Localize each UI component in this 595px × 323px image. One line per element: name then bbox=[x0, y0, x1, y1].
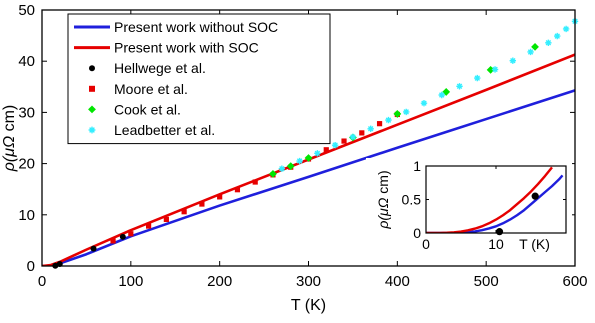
main-plot-frame bbox=[41, 9, 576, 267]
main-y-tick-label: 20 bbox=[18, 156, 35, 173]
inset-data-point-circle bbox=[495, 228, 504, 236]
main-data-point-asterisk bbox=[474, 74, 481, 82]
inset-y-axis-title: ρ(μΩ cm) bbox=[375, 170, 391, 229]
main-x-tick-label: 400 bbox=[385, 273, 410, 290]
legend-swatch-cook-et-al bbox=[88, 105, 96, 114]
y-axis-title: ρ(μΩ cm) bbox=[1, 105, 18, 173]
main-data-point-diamond bbox=[393, 110, 402, 118]
main-data-point-asterisk bbox=[420, 99, 428, 107]
main-data-point-square bbox=[199, 201, 205, 207]
main-data-point-square bbox=[359, 130, 365, 136]
legend-label-cook-et-al: Cook et al. bbox=[114, 101, 181, 117]
main-series-points-hellwege-et-al bbox=[52, 233, 126, 269]
main-data-point-square bbox=[128, 231, 134, 237]
legend-box bbox=[67, 13, 331, 145]
inset-x-tick-label: 10 bbox=[488, 236, 504, 252]
inset-data-point-circle bbox=[531, 192, 539, 200]
legend-label-leadbetter-et-al: Leadbetter et al. bbox=[114, 122, 215, 138]
legend-label-moore-et-al: Moore et al. bbox=[114, 81, 188, 97]
inset-y-tick-label: 1 bbox=[413, 158, 421, 174]
main-data-point-square bbox=[217, 194, 223, 200]
legend-label-present-work-with-soc: Present work with SOC bbox=[114, 40, 259, 56]
main-data-point-diamond bbox=[304, 154, 313, 162]
main-data-point-asterisk bbox=[527, 48, 534, 56]
main-y-tick-label: 30 bbox=[18, 104, 35, 121]
main-data-point-diamond bbox=[486, 66, 495, 74]
main-series bbox=[42, 18, 579, 269]
main-data-point-circle bbox=[90, 245, 97, 252]
main-x-tick-label: 600 bbox=[562, 273, 587, 290]
main-data-point-square bbox=[181, 209, 187, 215]
main-data-point-square bbox=[376, 121, 383, 127]
legend-label-hellwege-et-al: Hellwege et al. bbox=[114, 60, 206, 76]
inset-series-line-e60000 bbox=[426, 166, 553, 233]
main-x-tick-label: 300 bbox=[296, 273, 321, 290]
legend-swatch-hellwege-et-al bbox=[89, 65, 95, 72]
inset-y-tick-label: 0.5 bbox=[402, 192, 422, 208]
main-x-tick-label: 100 bbox=[118, 273, 143, 290]
main-data-point-asterisk bbox=[349, 133, 357, 141]
main-data-point-square bbox=[341, 138, 347, 144]
main-y-tick-label: 40 bbox=[18, 53, 35, 70]
legend-label-present-work-without-soc: Present work without SOC bbox=[114, 19, 278, 35]
legend-swatch-leadbetter-et-al bbox=[88, 126, 96, 134]
legend-swatch-moore-et-al bbox=[89, 85, 95, 92]
main-series-line-present-work-with-soc bbox=[42, 53, 575, 266]
y-axis-title-unit-symbol: μΩ bbox=[1, 136, 18, 158]
legend: Present work without SOC Present work wit… bbox=[67, 13, 331, 145]
inset-y-axis-title-unit-rest: cm) bbox=[375, 170, 391, 197]
main-data-point-square bbox=[163, 216, 169, 223]
main-data-point-asterisk bbox=[331, 141, 339, 149]
main-data-point-asterisk bbox=[491, 66, 499, 73]
main-data-point-asterisk bbox=[456, 83, 463, 90]
inset-background bbox=[366, 158, 572, 261]
main-data-point-diamond bbox=[531, 42, 539, 51]
main-data-point-diamond bbox=[442, 88, 451, 96]
main-data-point-circle bbox=[119, 233, 126, 240]
main-data-point-diamond bbox=[286, 162, 295, 171]
main-data-point-asterisk bbox=[278, 165, 286, 172]
main-data-point-square bbox=[234, 187, 241, 193]
main-data-point-asterisk bbox=[403, 108, 410, 116]
main-data-point-asterisk bbox=[554, 32, 561, 40]
inset-y-tick-label: 0 bbox=[413, 225, 421, 241]
inset-x-axis-title: T (K) bbox=[519, 236, 550, 252]
main-data-point-square bbox=[146, 223, 152, 229]
main-data-point-diamond bbox=[269, 169, 277, 178]
inset-y-axis-title-rho: ρ( bbox=[375, 215, 391, 230]
main-data-point-asterisk bbox=[562, 25, 570, 33]
main-y-tick-label: 10 bbox=[18, 207, 35, 224]
y-axis-title-rho: ρ( bbox=[1, 155, 18, 172]
x-axis-title: T (K) bbox=[291, 297, 326, 314]
main-x-tick-label: 200 bbox=[207, 273, 232, 290]
inset-plot-frame bbox=[425, 165, 567, 234]
main-data-point-square bbox=[252, 179, 258, 185]
inset-y-axis-title-unit-symbol: μΩ bbox=[375, 197, 391, 217]
main-data-point-asterisk bbox=[509, 57, 517, 64]
inset-plot: 0 10 0 0.5 1 T (K) ρ(μΩ cm) bbox=[366, 158, 572, 261]
main-data-point-asterisk bbox=[314, 150, 321, 157]
main-data-point-square bbox=[110, 238, 116, 244]
main-data-point-asterisk bbox=[545, 39, 552, 46]
y-axis-title-unit-rest: cm) bbox=[1, 105, 18, 136]
main-x-tick-label: 500 bbox=[474, 273, 499, 290]
inset-x-tick-label: 0 bbox=[422, 236, 430, 252]
main-x-tick-label: 0 bbox=[38, 273, 46, 290]
main-data-point-asterisk bbox=[438, 91, 445, 99]
main-y-tick-label: 0 bbox=[27, 258, 35, 275]
main-data-point-asterisk bbox=[385, 116, 392, 124]
main-data-point-asterisk bbox=[367, 125, 374, 132]
main-data-point-asterisk bbox=[296, 157, 303, 165]
main-data-point-square bbox=[323, 147, 329, 153]
main-y-tick-label: 50 bbox=[18, 2, 35, 19]
